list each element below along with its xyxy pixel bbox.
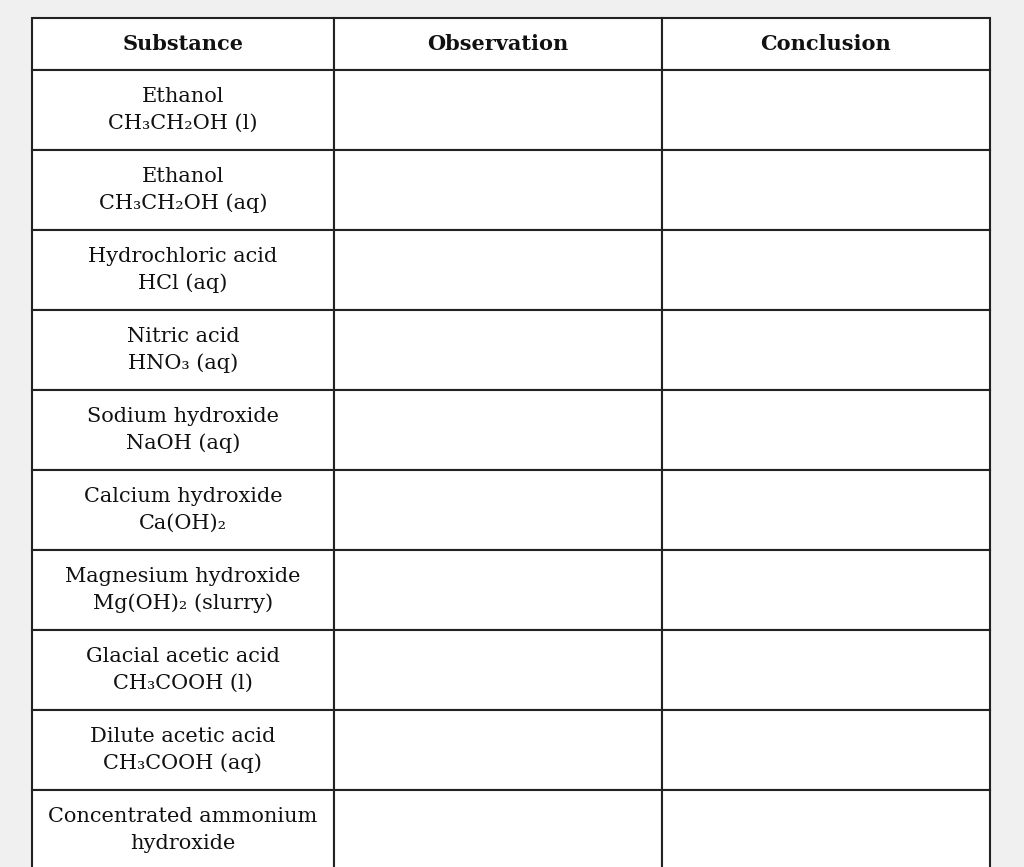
Bar (334, 630, 662, 710)
Bar (32, 630, 334, 710)
Text: Observation: Observation (427, 34, 568, 54)
Bar (334, 710, 662, 790)
Bar (334, 390, 662, 470)
Bar (32, 550, 334, 630)
Bar (662, 18, 990, 70)
Text: Concentrated ammonium
hydroxide: Concentrated ammonium hydroxide (48, 807, 317, 853)
Bar (32, 70, 334, 150)
Bar (334, 150, 662, 230)
Bar (334, 790, 662, 867)
Text: Ethanol
CH₃CH₂OH (aq): Ethanol CH₃CH₂OH (aq) (98, 166, 267, 213)
Text: Conclusion: Conclusion (761, 34, 891, 54)
Bar (662, 310, 990, 390)
Bar (662, 790, 990, 867)
Bar (334, 550, 662, 630)
Bar (334, 70, 662, 150)
Bar (662, 710, 990, 790)
Bar (32, 390, 334, 470)
Bar (662, 630, 990, 710)
Bar (32, 230, 334, 310)
Bar (32, 18, 334, 70)
Text: Dilute acetic acid
CH₃COOH (aq): Dilute acetic acid CH₃COOH (aq) (90, 727, 275, 773)
Bar (662, 230, 990, 310)
Bar (662, 390, 990, 470)
Bar (334, 230, 662, 310)
Text: Substance: Substance (123, 34, 244, 54)
Bar (662, 550, 990, 630)
Bar (334, 310, 662, 390)
Bar (32, 470, 334, 550)
Bar (32, 710, 334, 790)
Bar (334, 470, 662, 550)
Text: Sodium hydroxide
NaOH (aq): Sodium hydroxide NaOH (aq) (87, 407, 279, 453)
Text: Nitric acid
HNO₃ (aq): Nitric acid HNO₃ (aq) (127, 327, 240, 374)
Bar (662, 470, 990, 550)
Text: Hydrochloric acid
HCl (aq): Hydrochloric acid HCl (aq) (88, 247, 278, 293)
Bar (32, 150, 334, 230)
Bar (334, 18, 662, 70)
Text: Glacial acetic acid
CH₃COOH (l): Glacial acetic acid CH₃COOH (l) (86, 648, 280, 693)
Bar (662, 70, 990, 150)
Text: Magnesium hydroxide
Mg(OH)₂ (slurry): Magnesium hydroxide Mg(OH)₂ (slurry) (66, 567, 301, 613)
Bar (662, 150, 990, 230)
Text: Calcium hydroxide
Ca(OH)₂: Calcium hydroxide Ca(OH)₂ (84, 487, 283, 532)
Bar (32, 310, 334, 390)
Bar (32, 790, 334, 867)
Text: Ethanol
CH₃CH₂OH (l): Ethanol CH₃CH₂OH (l) (109, 88, 258, 133)
